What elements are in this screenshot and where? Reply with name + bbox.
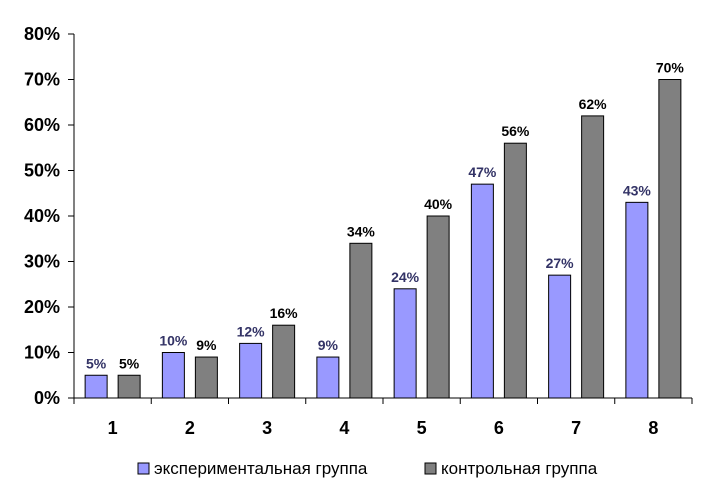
bar-experimental (316, 356, 340, 399)
x-tick-label: 3 (262, 418, 272, 438)
y-tick-label: 0% (34, 388, 60, 408)
data-label-experimental: 43% (623, 182, 652, 198)
data-labels: 5% 5% 10% 9% 12%16% 9% 34% 24% 40% 47% 56% 27% 62% 43… (86, 60, 684, 372)
bars (84, 79, 682, 399)
bar-control (117, 374, 141, 399)
x-tick-label: 6 (494, 418, 504, 438)
y-tick-label: 80% (24, 24, 60, 44)
y-tick-label: 10% (24, 343, 60, 363)
bar-control (581, 115, 605, 399)
legend: экспериментальная группа контрольная гру… (137, 459, 598, 478)
y-tick-label: 70% (24, 70, 60, 90)
bar-experimental (625, 201, 649, 399)
data-label-control: 62% (579, 96, 608, 112)
y-tick-label: 30% (24, 252, 60, 272)
data-label-control: 56% (501, 123, 530, 139)
data-label-control: 9% (196, 337, 217, 353)
bar-experimental (470, 183, 494, 399)
y-tick-label: 20% (24, 297, 60, 317)
data-label-experimental: 10% (159, 333, 188, 349)
bar-control (194, 356, 218, 399)
x-axis: 1 2 3 4 5 6 7 8 (73, 397, 693, 438)
x-tick-label: 1 (108, 418, 118, 438)
bar-control (503, 142, 527, 399)
data-label-control: 5% (119, 355, 140, 371)
legend-swatch-control (424, 462, 437, 475)
x-tick-label: 8 (648, 418, 658, 438)
bar-control (349, 242, 373, 399)
x-tick-label: 7 (571, 418, 581, 438)
data-label-experimental: 12% (237, 323, 266, 339)
bar-control (272, 324, 296, 399)
bar-experimental (84, 374, 108, 399)
x-tick-label: 4 (339, 418, 349, 438)
x-tick-label: 5 (417, 418, 427, 438)
bar-control (658, 79, 682, 399)
data-label-experimental: 5% (86, 355, 107, 371)
y-tick-label: 60% (24, 115, 60, 135)
data-label-experimental: 27% (546, 255, 575, 271)
legend-label-control: контрольная группа (441, 459, 598, 478)
data-label-experimental: 9% (318, 337, 339, 353)
legend-label-experimental: экспериментальная группа (154, 459, 368, 478)
bar-control (426, 215, 450, 399)
data-label-control: 40% (424, 196, 453, 212)
x-tick-label: 2 (185, 418, 195, 438)
y-tick-label: 50% (24, 161, 60, 181)
legend-swatch-experimental (137, 462, 150, 475)
bar-experimental (239, 342, 263, 399)
bar-experimental (548, 274, 572, 399)
bar-experimental (393, 288, 417, 399)
y-tick-label: 40% (24, 206, 60, 226)
data-label-experimental: 24% (391, 269, 420, 285)
data-label-control: 16% (270, 305, 299, 321)
y-axis: 0% 10% 20% 30% 40% 50% 60% 70% 80% (24, 24, 75, 408)
data-label-experimental: 47% (468, 164, 497, 180)
data-label-control: 70% (656, 60, 685, 76)
bar-experimental (161, 352, 185, 399)
data-label-control: 34% (347, 223, 376, 239)
